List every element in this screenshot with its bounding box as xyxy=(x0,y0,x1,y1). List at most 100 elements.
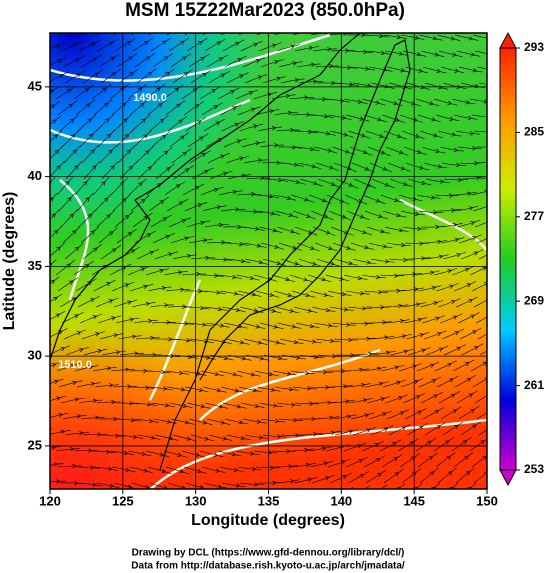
streamline xyxy=(271,274,296,283)
streamline xyxy=(315,338,340,342)
stream-arrow xyxy=(395,117,400,122)
colorbar-tick-label: 261 xyxy=(524,378,544,392)
stream-arrow xyxy=(309,493,313,497)
stream-arrow xyxy=(156,183,162,188)
streamline xyxy=(365,469,387,484)
stream-arrow xyxy=(270,211,276,216)
streamline xyxy=(203,306,228,311)
stream-arrow xyxy=(295,179,301,184)
stream-arrow xyxy=(34,214,38,218)
streamline xyxy=(218,190,243,196)
streamline xyxy=(50,192,58,202)
streamline xyxy=(181,450,206,458)
streamline xyxy=(50,242,65,257)
streamline xyxy=(111,99,131,116)
stream-arrow xyxy=(380,150,386,155)
stream-arrow xyxy=(415,302,421,307)
stream-arrow xyxy=(313,79,318,84)
stream-arrow xyxy=(330,430,336,436)
streamline xyxy=(329,306,354,311)
stream-arrow xyxy=(494,174,498,178)
stream-arrow xyxy=(356,444,362,449)
stream-arrow xyxy=(366,260,372,265)
stream-arrow xyxy=(236,404,242,409)
stream-arrow xyxy=(233,26,237,29)
streamline xyxy=(368,410,392,420)
stream-arrow xyxy=(364,166,370,171)
stream-arrow xyxy=(382,67,388,72)
stream-arrow xyxy=(393,457,398,462)
streamline xyxy=(110,177,128,196)
streamline xyxy=(380,364,405,372)
stream-arrow xyxy=(176,103,181,108)
stream-arrow xyxy=(238,420,244,425)
stream-arrow xyxy=(102,87,107,92)
streamline xyxy=(402,50,427,57)
streamline xyxy=(22,461,45,467)
stream-arrow xyxy=(233,291,239,296)
stream-arrow xyxy=(359,214,365,219)
stream-arrow xyxy=(290,127,295,133)
streamline xyxy=(62,414,87,420)
streamline xyxy=(361,274,386,279)
streamline xyxy=(235,274,260,281)
streamline xyxy=(200,186,224,196)
stream-arrow xyxy=(95,415,100,420)
streamline xyxy=(471,282,487,292)
streamline xyxy=(441,162,466,166)
streamline xyxy=(50,463,64,466)
streamline xyxy=(416,194,441,199)
stream-arrow xyxy=(93,247,98,252)
streamline xyxy=(389,348,414,356)
streamline xyxy=(115,129,134,148)
streamline xyxy=(145,268,170,276)
y-tick-label: 25 xyxy=(28,437,42,452)
stream-arrow xyxy=(491,68,495,72)
streamline xyxy=(370,425,394,436)
streamline xyxy=(388,424,411,436)
stream-arrow xyxy=(256,243,262,248)
streamline xyxy=(146,370,171,374)
coastline xyxy=(50,33,361,361)
stream-arrow xyxy=(97,348,103,354)
streamline xyxy=(80,499,104,504)
streamline xyxy=(261,338,286,345)
streamline xyxy=(455,130,480,135)
streamline xyxy=(169,132,190,148)
stream-arrow xyxy=(87,213,93,219)
streamline xyxy=(349,146,373,156)
streamline xyxy=(455,296,478,308)
streamline xyxy=(471,455,487,468)
streamline xyxy=(310,210,334,221)
stream-arrow xyxy=(416,52,422,57)
streamline xyxy=(181,85,202,100)
streamline xyxy=(296,242,320,252)
streamline xyxy=(172,254,197,260)
stream-arrow xyxy=(347,65,352,70)
streamline xyxy=(129,284,154,292)
stream-arrow xyxy=(378,381,384,387)
stream-arrow xyxy=(90,149,95,154)
stream-arrow xyxy=(90,465,95,470)
stream-arrow xyxy=(327,323,333,328)
streamline xyxy=(80,226,99,244)
stream-arrow xyxy=(183,72,189,77)
stream-arrow xyxy=(220,500,224,504)
streamline xyxy=(295,146,320,152)
streamline xyxy=(332,414,357,420)
streamline xyxy=(451,98,476,105)
streamline xyxy=(423,162,448,169)
stream-arrow xyxy=(141,118,146,123)
streamline xyxy=(219,466,244,472)
stream-arrow xyxy=(304,197,309,202)
stream-arrow xyxy=(468,206,474,211)
streamline xyxy=(278,494,301,499)
streamline xyxy=(56,176,74,196)
streamline xyxy=(362,194,386,204)
stream-arrow xyxy=(163,150,169,156)
streamline xyxy=(130,386,155,389)
stream-arrow xyxy=(396,380,401,386)
streamline xyxy=(62,55,85,68)
stream-arrow xyxy=(147,402,152,407)
streamline xyxy=(149,115,169,132)
